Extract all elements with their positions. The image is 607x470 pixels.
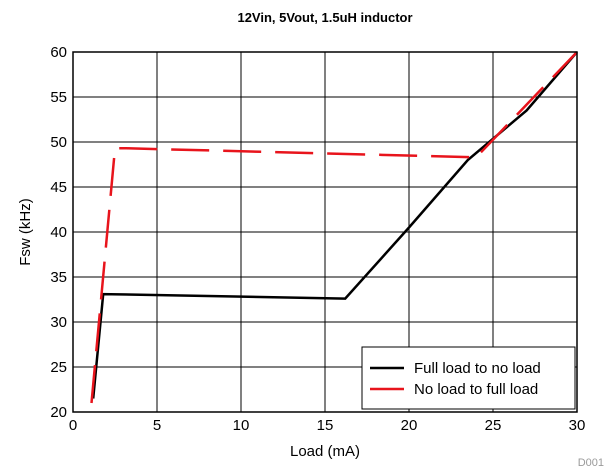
x-tick-labels: 0 5 10 15 20 25 30 xyxy=(69,417,586,434)
legend-label-full-load-to-no-load: Full load to no load xyxy=(414,360,541,377)
legend: Full load to no load No load to full loa… xyxy=(361,346,576,410)
chart-title: 12Vin, 5Vout, 1.5uH inductor xyxy=(237,10,412,25)
y-tick-labels: 20 25 30 35 40 45 50 55 60 xyxy=(50,44,67,421)
series-layer xyxy=(90,51,578,404)
x-tick-label: 10 xyxy=(233,417,250,434)
y-tick-label: 30 xyxy=(50,314,67,331)
y-tick-label: 45 xyxy=(50,179,67,196)
y-tick-label: 20 xyxy=(50,404,67,421)
series-line-1 xyxy=(90,51,578,404)
x-tick-label: 30 xyxy=(569,417,586,434)
y-tick-label: 55 xyxy=(50,89,67,106)
y-tick-label: 50 xyxy=(50,134,67,151)
y-tick-label: 35 xyxy=(50,269,67,286)
x-tick-label: 20 xyxy=(401,417,418,434)
plot-frame xyxy=(72,51,578,413)
x-tick-label: 5 xyxy=(153,417,161,434)
series-line-0 xyxy=(91,51,578,399)
y-tick-label: 25 xyxy=(50,359,67,376)
grid xyxy=(72,51,578,413)
figure-id-label: D001 xyxy=(578,457,604,469)
y-tick-label: 40 xyxy=(50,224,67,241)
x-axis-label: Load (mA) xyxy=(290,443,360,460)
x-tick-label: 15 xyxy=(317,417,334,434)
legend-box xyxy=(361,346,576,410)
x-tick-label: 25 xyxy=(485,417,502,434)
y-axis-label: Fsw (kHz) xyxy=(17,198,34,266)
legend-label-no-load-to-full-load: No load to full load xyxy=(414,381,538,398)
y-tick-label: 60 xyxy=(50,44,67,61)
x-tick-label: 0 xyxy=(69,417,77,434)
